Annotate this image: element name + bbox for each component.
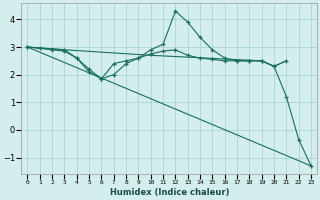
X-axis label: Humidex (Indice chaleur): Humidex (Indice chaleur): [109, 188, 229, 197]
